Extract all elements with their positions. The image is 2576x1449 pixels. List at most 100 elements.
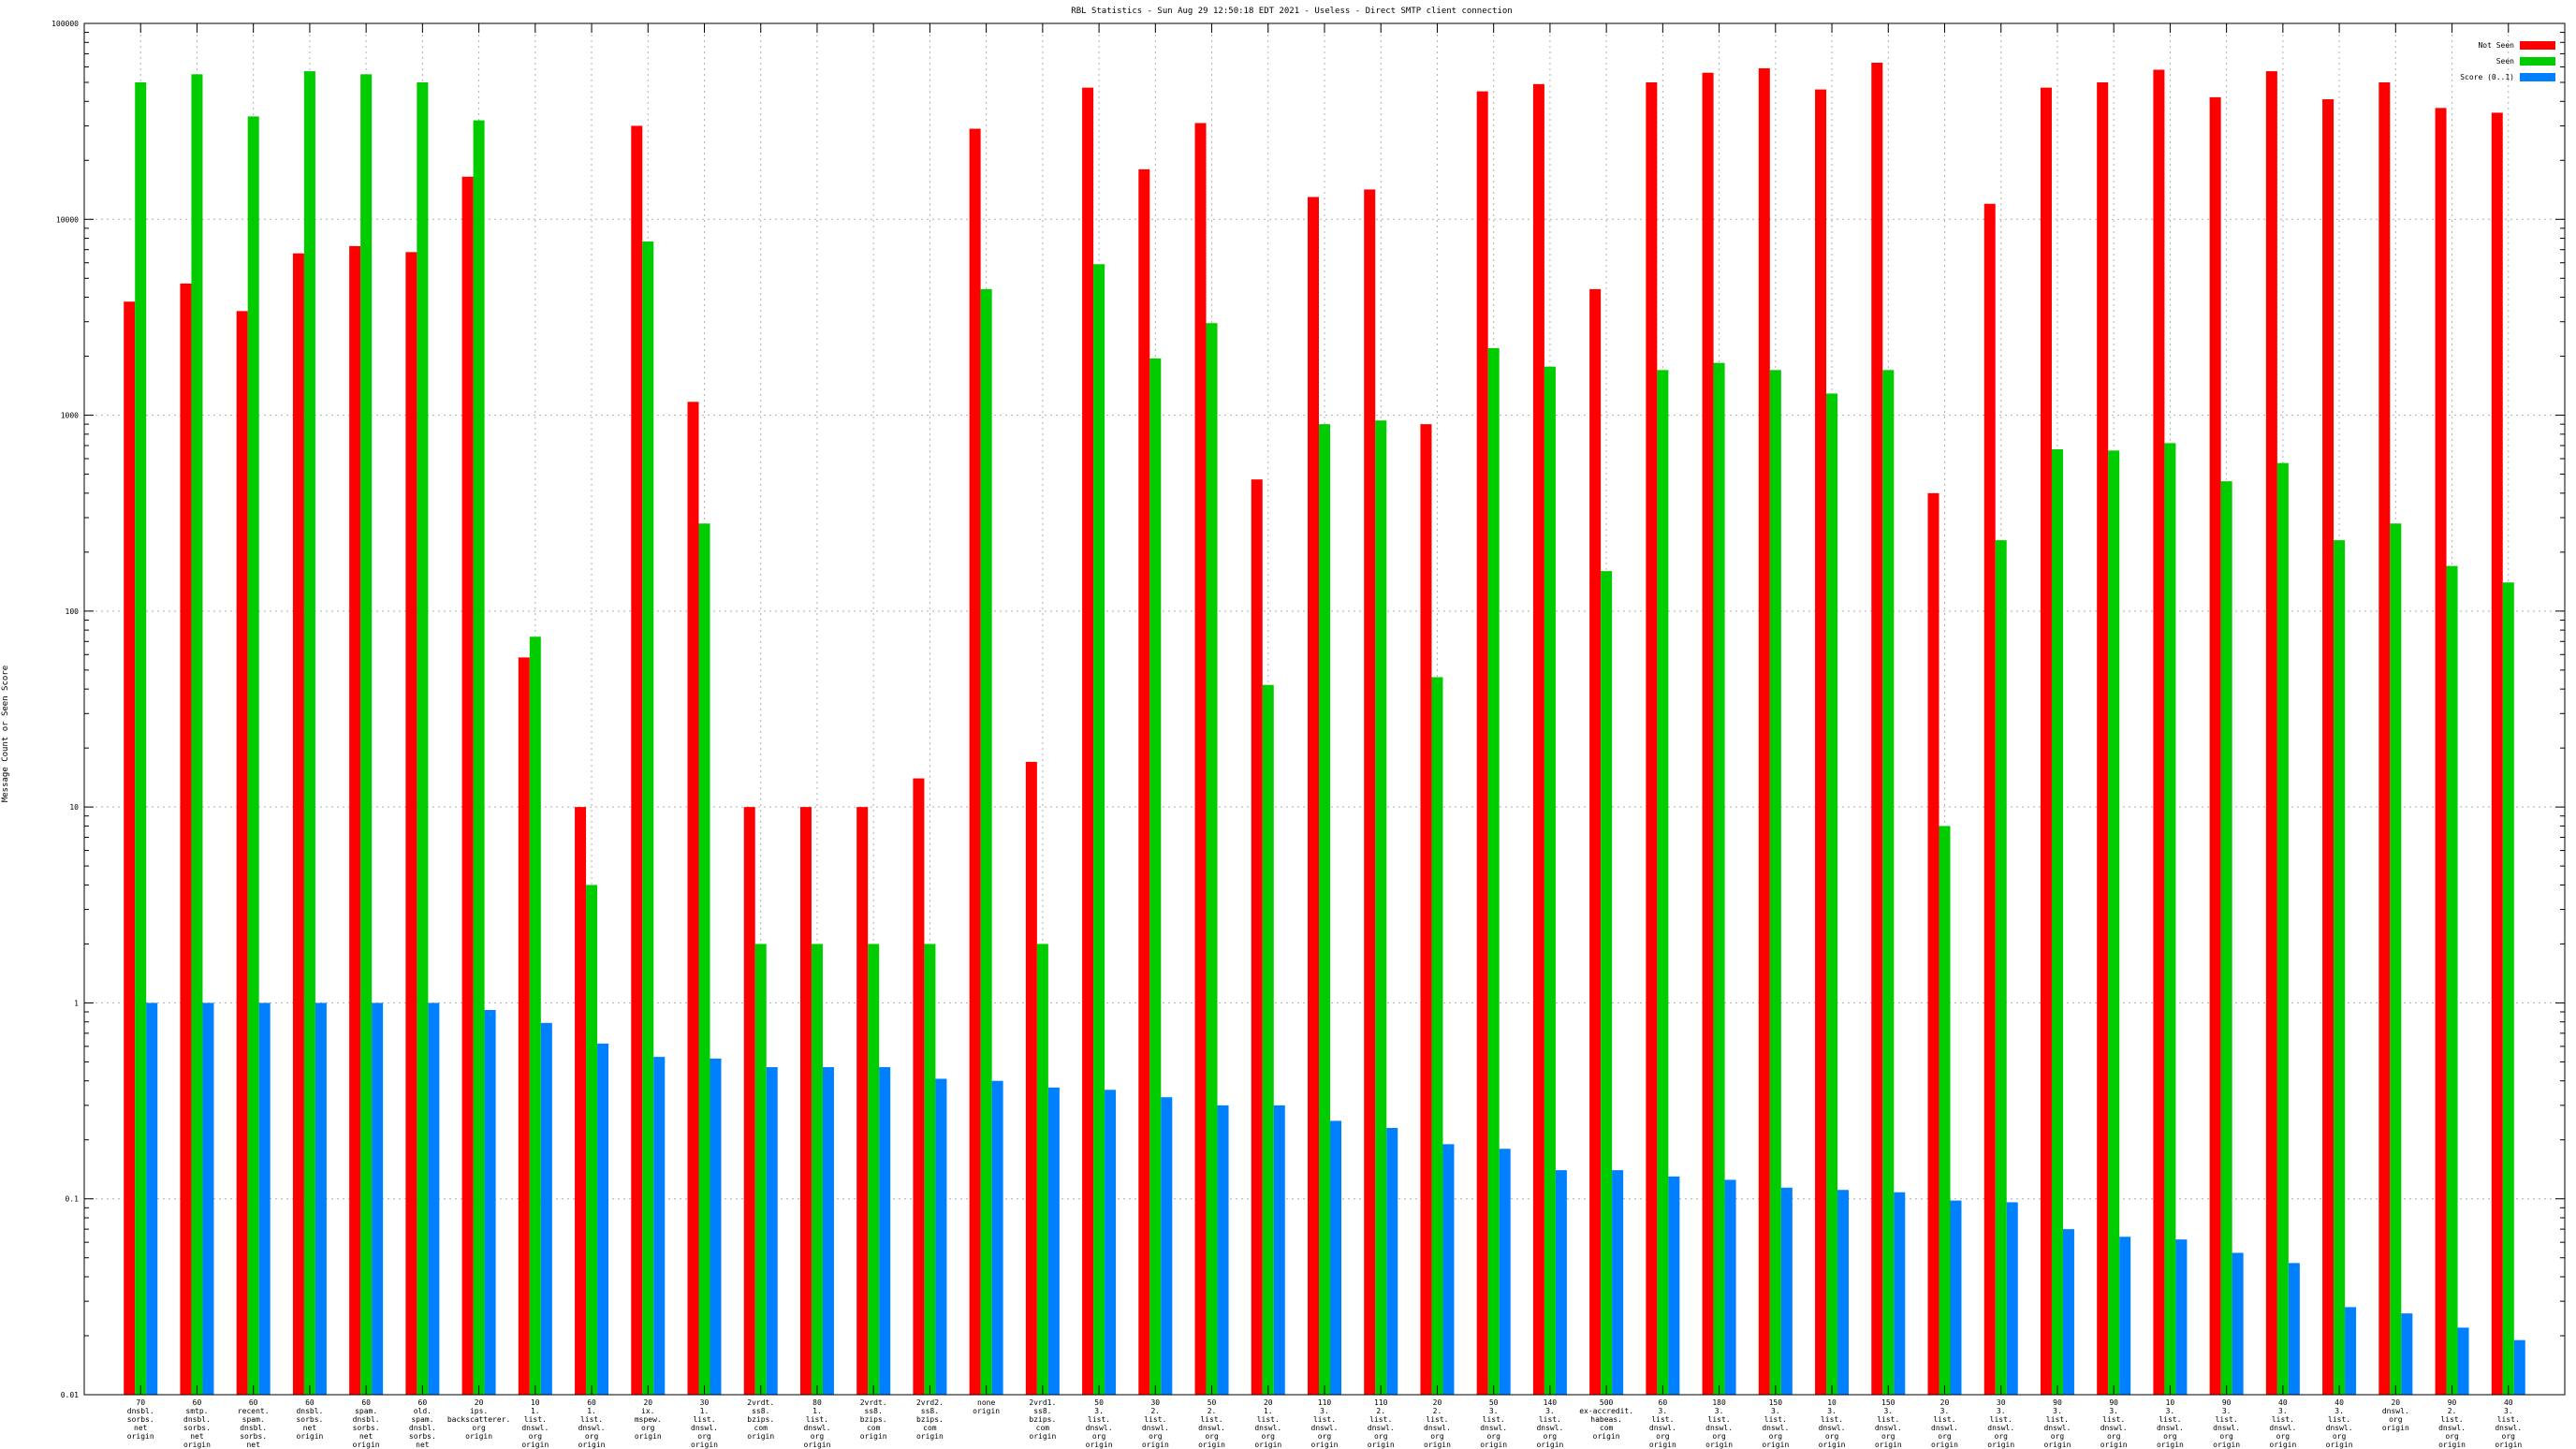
x-tick-label-line: 20 xyxy=(1433,1398,1442,1407)
bar-seen xyxy=(1882,370,1895,1395)
bar-not-seen xyxy=(1646,82,1658,1396)
bar-seen xyxy=(2220,481,2232,1395)
x-tick-label: 50 3. list. dnswl. org origin xyxy=(1086,1398,1113,1449)
x-tick-label-line: 2vrdt. xyxy=(860,1398,887,1407)
x-tick-label-line: 90 xyxy=(2109,1398,2118,1407)
bar-not-seen xyxy=(2153,69,2165,1396)
x-tick-label-line: 3. xyxy=(2222,1407,2232,1415)
x-tick-label-line: 20 xyxy=(2391,1398,2400,1407)
x-tick-label-line: net xyxy=(246,1441,260,1449)
bar-not-seen xyxy=(180,283,192,1396)
x-tick-label-line: list. xyxy=(1200,1415,1222,1424)
bar-not-seen xyxy=(1082,87,1094,1395)
bar-score xyxy=(1047,1087,1060,1395)
bar-score xyxy=(1555,1170,1567,1395)
x-tick-label-line: dnswl. xyxy=(2326,1424,2353,1432)
x-tick-label: 40 3. list. dnswl. org origin xyxy=(2269,1398,2296,1449)
x-tick-label-line: origin xyxy=(2326,1441,2353,1449)
bar-score xyxy=(484,1010,496,1395)
bar-not-seen xyxy=(799,807,812,1395)
x-tick-label-line: 2. xyxy=(1208,1407,1217,1415)
x-tick-label-line: dnswl. xyxy=(1311,1424,1339,1432)
bar-score xyxy=(2006,1202,2018,1395)
x-tick-label-line: sorbs. xyxy=(409,1432,436,1441)
x-tick-label-line: mspew. xyxy=(635,1415,662,1424)
x-tick-label-line: list. xyxy=(2272,1415,2294,1424)
x-tick-label-line: smtp. xyxy=(185,1407,208,1415)
x-tick-label-line: org xyxy=(811,1432,825,1441)
x-tick-label-line: origin xyxy=(2100,1441,2128,1449)
x-tick-label-line: 90 xyxy=(2222,1398,2232,1407)
x-tick-label-line: org xyxy=(1881,1432,1895,1441)
x-tick-label-line: origin xyxy=(1762,1441,1789,1449)
y-tick-label: 0.1 xyxy=(66,1195,80,1204)
bar-seen xyxy=(1431,677,1443,1395)
x-tick-label-line: 50 xyxy=(1208,1398,1217,1407)
x-tick-label-line: 40 xyxy=(2504,1398,2513,1407)
bar-not-seen xyxy=(913,778,925,1395)
x-tick-label-line: dnsbl. xyxy=(240,1424,267,1432)
bar-score xyxy=(1837,1190,1850,1395)
x-tick-label-line: net xyxy=(190,1432,204,1441)
bar-seen xyxy=(2051,448,2063,1395)
x-tick-label-line: origin xyxy=(1254,1441,1281,1449)
x-tick-label-line: ss8. xyxy=(1033,1407,1051,1415)
bar-not-seen xyxy=(518,657,530,1395)
x-tick-label-line: origin xyxy=(860,1432,887,1441)
bar-not-seen xyxy=(1815,89,1827,1396)
x-tick-label-line: 110 xyxy=(1374,1398,1388,1407)
x-tick-label-line: list. xyxy=(2440,1415,2463,1424)
x-tick-label-line: origin xyxy=(1593,1432,1620,1441)
bar-score xyxy=(2513,1339,2525,1395)
x-tick-label: 30 1. list. dnswl. org origin xyxy=(691,1398,718,1449)
x-tick-label-line: org xyxy=(1486,1432,1500,1441)
y-axis-label: Message Count or Seen Score xyxy=(1,666,10,802)
bar-seen xyxy=(1093,264,1105,1395)
bar-seen xyxy=(1487,347,1500,1396)
x-tick-label-line: org xyxy=(641,1424,655,1432)
x-tick-label-line: org xyxy=(697,1432,711,1441)
x-tick-label-line: dnswl. xyxy=(1368,1424,1395,1432)
x-tick-label-line: 3. xyxy=(1883,1407,1893,1415)
bar-seen xyxy=(135,82,147,1396)
x-tick-label-line: 1. xyxy=(1264,1407,1273,1415)
x-tick-label-line: 3. xyxy=(1659,1407,1668,1415)
x-tick-label-line: 40 xyxy=(2334,1398,2344,1407)
x-tick-label-line: backscatterer. xyxy=(447,1415,510,1424)
x-tick-label-line: 50 xyxy=(1489,1398,1499,1407)
x-tick-label-line: dnsbl. xyxy=(296,1407,323,1415)
bar-seen xyxy=(642,242,654,1395)
y-tick-label: 10000 xyxy=(56,215,79,224)
x-tick-label-line: origin xyxy=(1198,1441,1225,1449)
x-tick-label-line: org xyxy=(1995,1432,2009,1441)
x-tick-label-line: 150 xyxy=(1881,1398,1895,1407)
bar-not-seen xyxy=(631,125,643,1396)
x-tick-label-line: sorbs. xyxy=(240,1432,267,1441)
bar-not-seen xyxy=(2378,82,2391,1396)
x-tick-label-line: org xyxy=(1769,1432,1783,1441)
bar-score xyxy=(822,1067,834,1395)
x-tick-label-line: 60 xyxy=(193,1398,202,1407)
x-tick-label-line: dnswl. xyxy=(1142,1424,1169,1432)
x-tick-label-line: origin xyxy=(747,1432,774,1441)
x-tick-label: 60 dnsbl. sorbs. net origin xyxy=(296,1398,323,1441)
x-tick-label: 60 3. list. dnswl. org origin xyxy=(1649,1398,1676,1449)
x-tick-label-line: origin xyxy=(1931,1441,1958,1449)
legend-swatch xyxy=(2520,73,2555,81)
bar-seen xyxy=(2446,565,2458,1395)
bar-seen xyxy=(2334,540,2346,1395)
x-tick-label: 140 3. list. dnswl. org origin xyxy=(1536,1398,1563,1449)
x-tick-label-line: dnswl. xyxy=(1536,1424,1563,1432)
x-tick-label-line: 40 xyxy=(2278,1398,2288,1407)
x-tick-label-line: dnsbl. xyxy=(353,1415,380,1424)
x-tick-label-line: 2vrdt. xyxy=(747,1398,774,1407)
bar-score xyxy=(2062,1229,2074,1395)
x-tick-label: 90 3. list. dnswl. org origin xyxy=(2213,1398,2240,1449)
x-tick-label-line: 3. xyxy=(1940,1407,1950,1415)
x-tick-label-line: spam. xyxy=(242,1415,265,1424)
x-tick-label: 60 spam. dnsbl. sorbs. net origin xyxy=(353,1398,380,1449)
x-tick-label: 10 1. list. dnswl. org origin xyxy=(521,1398,549,1449)
x-tick-label-line: 50 xyxy=(1094,1398,1104,1407)
x-tick-label: 150 3. list. dnswl. org origin xyxy=(1762,1398,1789,1449)
x-tick-label-line: bzips. xyxy=(1029,1415,1056,1424)
